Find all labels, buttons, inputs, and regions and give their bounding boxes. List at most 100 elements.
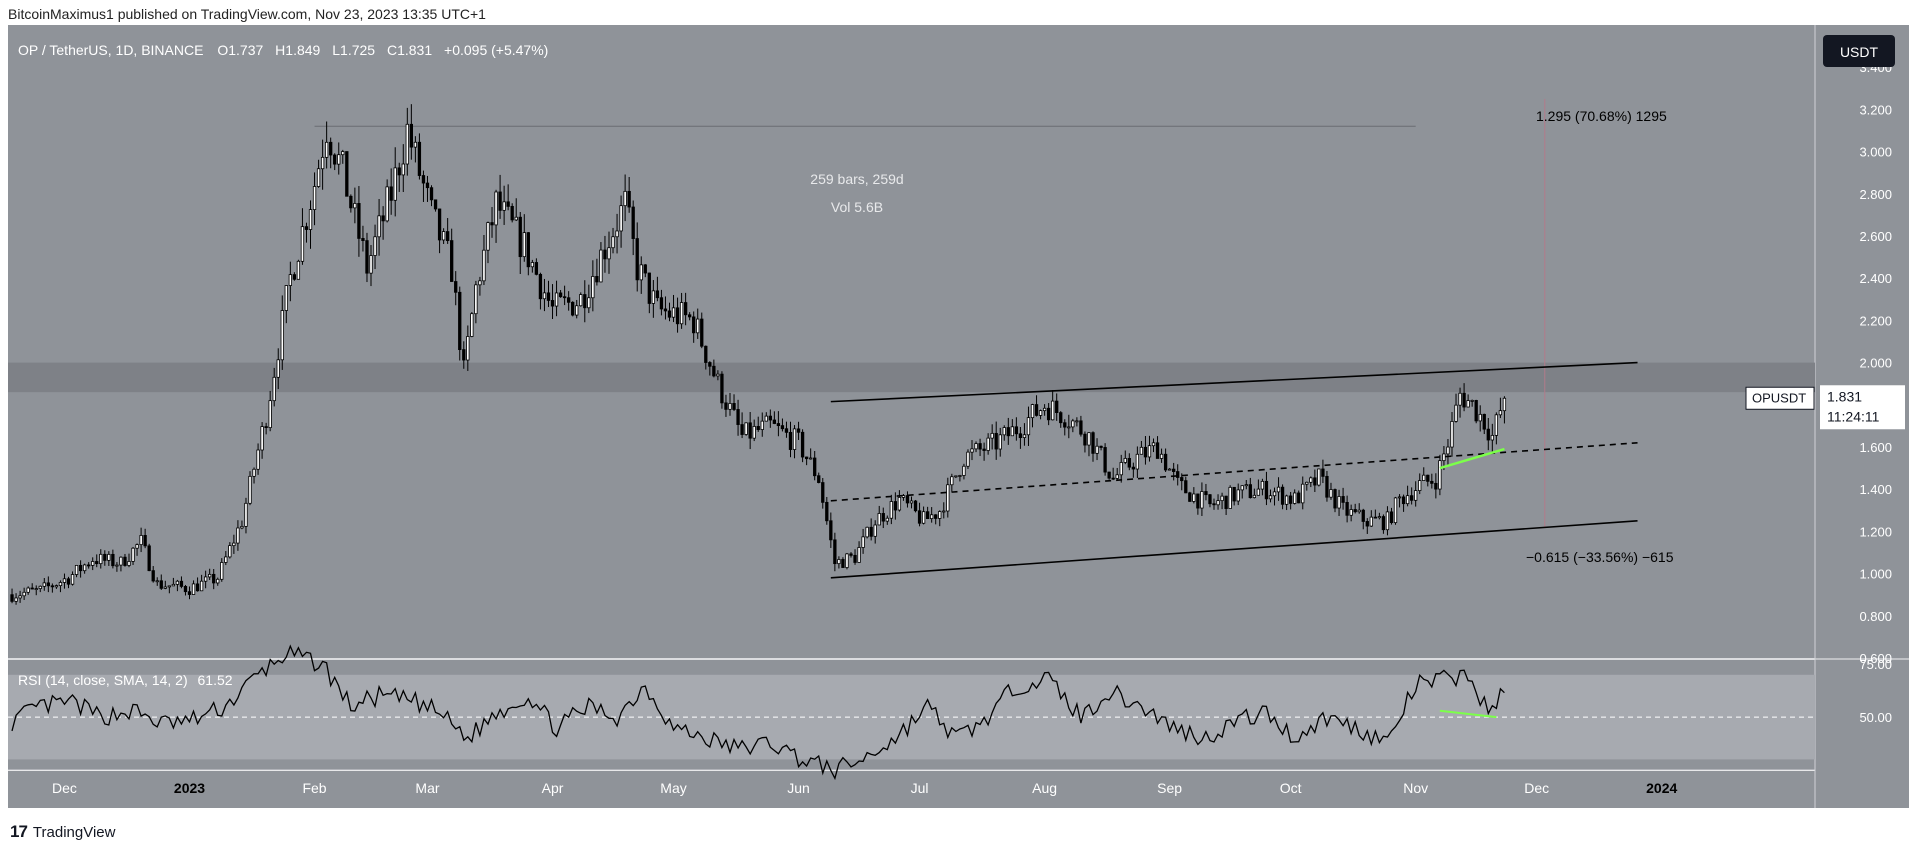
candle-body (1143, 446, 1148, 458)
candle (716, 370, 720, 381)
candle-body (18, 595, 22, 599)
candle (724, 394, 728, 417)
candle-body (1139, 446, 1144, 455)
candle (22, 587, 26, 600)
price-tag: OPUSDT 1.831 11:24:11 (1745, 385, 1905, 430)
candle (514, 198, 518, 222)
candle-body (857, 547, 861, 563)
candle (1051, 390, 1055, 421)
rsi-legend-label: RSI (14, close, SMA, 14, 2) (18, 672, 188, 688)
candle-body (1184, 480, 1188, 494)
candle (1034, 395, 1039, 417)
candle-body (1014, 426, 1019, 435)
candle-body (853, 554, 857, 563)
price-green-trendline (1439, 447, 1505, 470)
candle (510, 203, 514, 223)
resistance-zone (8, 362, 1815, 393)
rsi-legend-value: 61.52 (198, 672, 233, 688)
price-tick-label: 1.200 (1859, 524, 1892, 539)
candle-body (792, 428, 797, 450)
candle (1038, 409, 1043, 420)
candle-body (244, 502, 248, 527)
candle (825, 496, 829, 525)
candle-body (837, 559, 841, 565)
candle-body (1159, 453, 1164, 459)
candle (284, 285, 288, 324)
candle (607, 231, 611, 274)
candle-body (712, 365, 716, 377)
candle (1361, 508, 1365, 530)
candle-body (655, 290, 660, 299)
candle (1200, 482, 1204, 516)
candle (1490, 423, 1494, 452)
upper-measure-label: 1.295 (70.68%) 1295 (1536, 108, 1667, 124)
candle-body (1208, 494, 1212, 505)
candle-body (970, 448, 974, 453)
candle-body (889, 501, 893, 519)
candle-body (1180, 477, 1184, 482)
candle-body (208, 573, 212, 578)
rsi-tick-label: 75.00 (1859, 657, 1892, 672)
candle (1284, 494, 1289, 511)
candle (167, 585, 171, 594)
candle-body (1002, 427, 1006, 436)
candle-body (861, 536, 865, 548)
candle (151, 566, 155, 583)
candle (312, 172, 317, 226)
candle-body (558, 292, 563, 298)
candle (1462, 383, 1466, 412)
candle (546, 280, 551, 308)
candle-body (212, 573, 216, 584)
currency-button[interactable]: USDT (1823, 35, 1895, 67)
candle-body (381, 215, 385, 222)
candle (292, 272, 297, 281)
candle (111, 549, 115, 569)
candle-body (522, 232, 526, 258)
candle (228, 542, 232, 559)
candle (1373, 509, 1378, 519)
candle-body (357, 203, 361, 239)
candle (66, 576, 71, 589)
candle-body (1422, 474, 1426, 481)
candle (462, 341, 466, 369)
candle-body (91, 561, 95, 566)
price-tick-label: 2.200 (1859, 313, 1892, 328)
candle (1018, 427, 1023, 449)
candle (1256, 479, 1261, 496)
candle (486, 221, 490, 264)
candle-body (70, 574, 75, 585)
candle (752, 419, 756, 442)
candle (768, 409, 772, 428)
candle-body (1482, 413, 1486, 430)
candle-body (1313, 477, 1317, 486)
price-tick-label: 2.800 (1859, 187, 1892, 202)
candle-body (405, 123, 409, 165)
time-tick-label: Apr (542, 780, 564, 796)
candle-body (1252, 494, 1256, 499)
candle-body (813, 457, 817, 477)
candle-body (921, 511, 926, 524)
candle (1123, 450, 1127, 465)
candle (1107, 471, 1111, 480)
candle (913, 499, 918, 513)
candle-body (119, 556, 123, 566)
candle-body (804, 456, 809, 460)
candle (389, 168, 393, 215)
candle-body (308, 209, 313, 230)
candle (780, 418, 785, 432)
candle-body (579, 294, 583, 307)
candle-body (454, 281, 458, 293)
time-tick-label: May (660, 780, 686, 796)
channel-middle-line (830, 441, 1638, 502)
candle (454, 271, 458, 306)
candle (1208, 494, 1212, 508)
candle-body (131, 547, 135, 562)
candle (1212, 498, 1216, 510)
candle (591, 260, 595, 312)
candle-body (1393, 497, 1398, 524)
candle-body (272, 376, 276, 402)
candle (1180, 473, 1184, 491)
candle-body (510, 205, 514, 221)
candle (921, 506, 926, 525)
candle-body (917, 510, 922, 524)
